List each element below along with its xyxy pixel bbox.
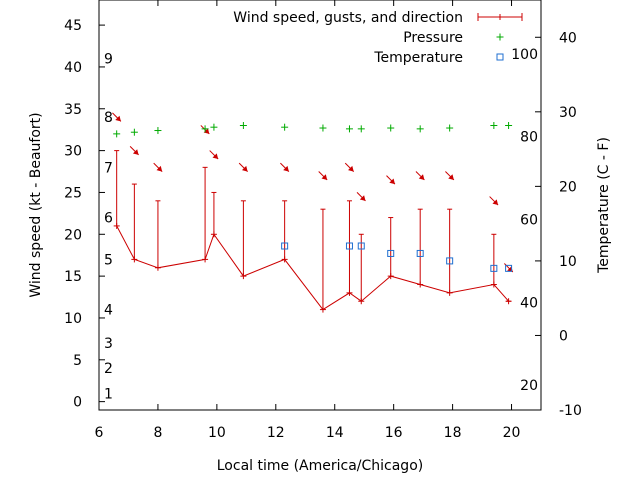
tick-group: 6 8 10 12 14 16 18 2005101520253035404512345678… bbox=[64, 0, 582, 441]
beaufort-label: 8 bbox=[104, 110, 113, 126]
direction-arrows-group bbox=[112, 112, 514, 273]
temperature-point bbox=[505, 264, 513, 272]
y-right-tick-label: 40 bbox=[559, 30, 577, 46]
x-tick-label: 20 bbox=[503, 425, 521, 441]
direction-arrow-head bbox=[492, 199, 499, 206]
y-axis-right-label: Temperature (C - F) bbox=[596, 137, 612, 274]
direction-arrow-head bbox=[448, 174, 454, 180]
y-left-tick-label: 10 bbox=[64, 311, 82, 327]
y-left-tick-label: 40 bbox=[64, 60, 82, 76]
legend-symbol-temperature bbox=[496, 53, 504, 61]
legend-label: Pressure bbox=[403, 30, 463, 46]
y-left-tick-label: 35 bbox=[64, 102, 82, 118]
y-left-tick-label: 20 bbox=[64, 227, 82, 243]
wind-series-group bbox=[113, 150, 512, 313]
direction-arrow-head bbox=[348, 165, 354, 172]
direction-arrow-head bbox=[203, 128, 210, 134]
legend: Wind speed, gusts, and direction Pressure… bbox=[233, 10, 523, 66]
y-left-tick-label: 45 bbox=[64, 18, 82, 34]
fahrenheit-label: 40 bbox=[520, 295, 538, 311]
direction-arrow-head bbox=[418, 174, 425, 180]
y-right-tick-label: 30 bbox=[559, 105, 577, 121]
x-tick-label: 16 bbox=[385, 425, 403, 441]
temperature-point bbox=[345, 242, 353, 250]
beaufort-label: 6 bbox=[104, 211, 113, 227]
fahrenheit-label: 60 bbox=[520, 212, 538, 228]
beaufort-label: 9 bbox=[104, 52, 113, 68]
beaufort-label: 2 bbox=[104, 361, 113, 377]
fahrenheit-label: 20 bbox=[520, 378, 538, 394]
fahrenheit-label: 100 bbox=[511, 47, 538, 63]
temperature-point bbox=[490, 264, 498, 272]
y-right-tick-label: -10 bbox=[559, 403, 582, 419]
temperature-series-group bbox=[281, 242, 513, 272]
legend-label: Wind speed, gusts, and direction bbox=[233, 10, 463, 26]
direction-arrow-head bbox=[212, 153, 219, 160]
legend-label: Temperature bbox=[373, 50, 463, 66]
y-left-tick-label: 0 bbox=[73, 395, 82, 411]
x-tick-label: 12 bbox=[267, 425, 285, 441]
temperature-point bbox=[357, 242, 365, 250]
pressure-series-group bbox=[113, 122, 513, 138]
beaufort-label: 5 bbox=[104, 252, 113, 268]
x-tick-label: 8 bbox=[153, 425, 162, 441]
temperature-point bbox=[281, 242, 289, 250]
y-axis-left-label: Wind speed (kt - Beaufort) bbox=[28, 112, 44, 297]
direction-arrow-head bbox=[156, 165, 163, 172]
temperature-point bbox=[416, 249, 424, 257]
direction-arrow-head bbox=[132, 149, 139, 155]
y-right-tick-label: 20 bbox=[559, 179, 577, 195]
direction-arrow-head bbox=[321, 174, 328, 180]
y-right-tick-label: 0 bbox=[559, 328, 568, 344]
temperature-point bbox=[446, 257, 454, 265]
beaufort-label: 7 bbox=[104, 160, 113, 176]
fahrenheit-label: 80 bbox=[520, 130, 538, 146]
direction-arrow-head bbox=[359, 195, 366, 201]
x-tick-label: 10 bbox=[208, 425, 226, 441]
x-axis-label: Local time (America/Chicago) bbox=[217, 458, 423, 474]
temperature-point bbox=[387, 249, 395, 257]
direction-arrow-head bbox=[389, 178, 395, 185]
y-left-tick-label: 15 bbox=[64, 269, 82, 285]
x-tick-label: 6 bbox=[95, 425, 104, 441]
beaufort-label: 4 bbox=[104, 303, 113, 319]
beaufort-label: 1 bbox=[104, 386, 113, 402]
beaufort-label: 3 bbox=[104, 336, 113, 352]
y-right-tick-label: 10 bbox=[559, 254, 577, 270]
direction-arrow-head bbox=[283, 165, 289, 172]
direction-arrow-head bbox=[241, 165, 248, 172]
x-tick-label: 18 bbox=[444, 425, 462, 441]
x-tick-label: 14 bbox=[326, 425, 344, 441]
y-left-tick-label: 25 bbox=[64, 185, 82, 201]
y-left-tick-label: 5 bbox=[73, 353, 82, 369]
direction-arrow-head bbox=[115, 115, 121, 122]
plot-frame bbox=[98, 0, 542, 411]
y-left-tick-label: 30 bbox=[64, 144, 82, 160]
